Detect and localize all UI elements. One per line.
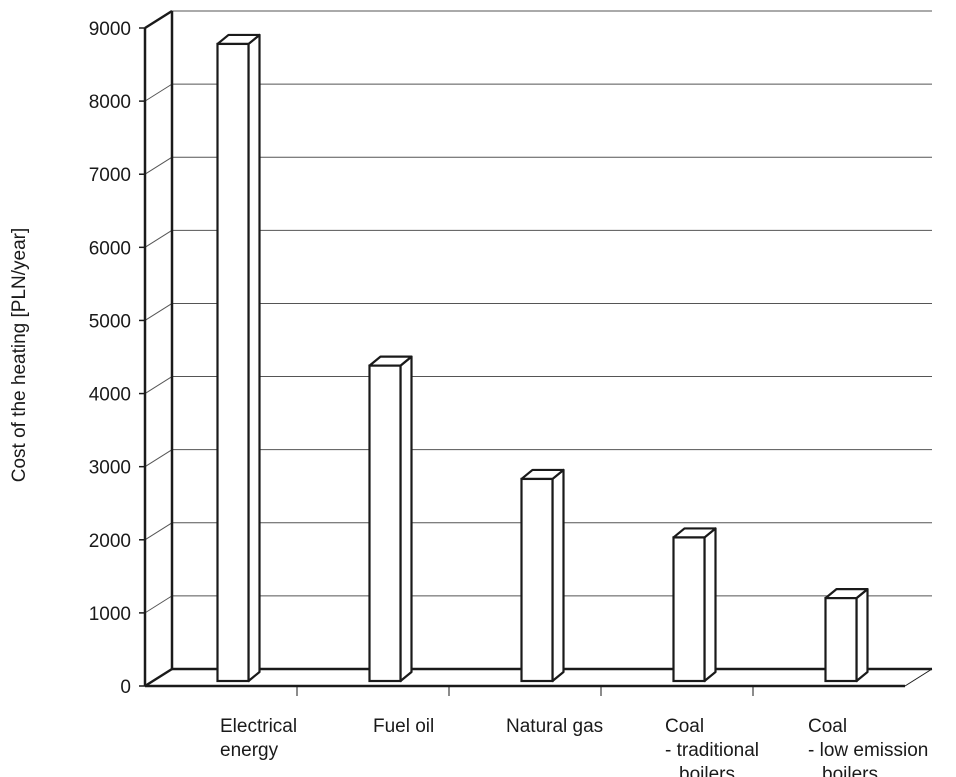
grid-line (144, 156, 173, 175)
y-tick-label: 5000 (89, 311, 131, 332)
bar-side (703, 527, 717, 683)
x-category-label: Electrical energy (220, 716, 297, 761)
x-category-label-line: Natural gas (506, 716, 603, 737)
bar-front (216, 42, 250, 683)
floor-right-edge (904, 668, 933, 687)
y-tick-label: 7000 (89, 165, 131, 186)
y-tick-label: 8000 (89, 92, 131, 113)
y-tick-label: 1000 (89, 604, 131, 625)
bar (520, 468, 565, 683)
bar (368, 355, 413, 683)
top-left-edge (144, 9, 173, 30)
grid-line (144, 522, 173, 541)
y-axis-ticks: 0 1000 2000 3000 4000 5000 6000 7000 8000 9000 (89, 19, 145, 698)
grid-line (144, 449, 173, 468)
y-axis-title: Cost of the heating [PLN/year] (9, 228, 30, 483)
x-category-label-line: boilers (679, 764, 735, 777)
bar-front (672, 536, 706, 683)
x-category-label-line: Coal (665, 716, 704, 737)
bar-side (247, 33, 261, 683)
bars (216, 33, 869, 683)
y-tick-label: 4000 (89, 385, 131, 406)
x-category-label-line: boilers (822, 764, 878, 777)
bar-side (399, 355, 413, 683)
x-category-label: Coal - low emission boilers (808, 716, 928, 777)
grid-lines (144, 10, 932, 614)
grid-line (144, 229, 173, 248)
grid-line (144, 303, 173, 321)
y-tick-label: 2000 (89, 531, 131, 552)
x-category-label-line: Fuel oil (373, 716, 434, 737)
y-tick-label: 6000 (89, 238, 131, 259)
x-category-label: Coal - traditional boilers (665, 716, 759, 777)
bar (216, 33, 261, 683)
bar (672, 527, 717, 683)
y-tick-label: 0 (120, 677, 131, 698)
bar (824, 588, 869, 683)
x-axis-labels: Electrical energy Fuel oil Natural gas Coal -… (220, 716, 928, 777)
x-category-label-line: Coal (808, 716, 847, 737)
bar-front (368, 364, 402, 683)
x-category-label-line: - traditional (665, 740, 759, 761)
bar-side (551, 468, 565, 683)
y-tick-label: 3000 (89, 458, 131, 479)
bar-front (520, 477, 554, 683)
grid-line (144, 83, 173, 102)
x-category-label-line: - low emission (808, 740, 928, 761)
bar-side (855, 588, 869, 683)
grid-line (144, 376, 173, 394)
grid-line (144, 595, 173, 614)
bar-front (824, 597, 858, 683)
y-tick-label: 9000 (89, 19, 131, 40)
x-category-label: Natural gas (506, 716, 603, 737)
x-category-label: Fuel oil (373, 716, 434, 737)
floor-left-edge (144, 667, 173, 688)
x-category-label-line: energy (220, 740, 279, 761)
x-category-label-line: Electrical (220, 716, 297, 737)
